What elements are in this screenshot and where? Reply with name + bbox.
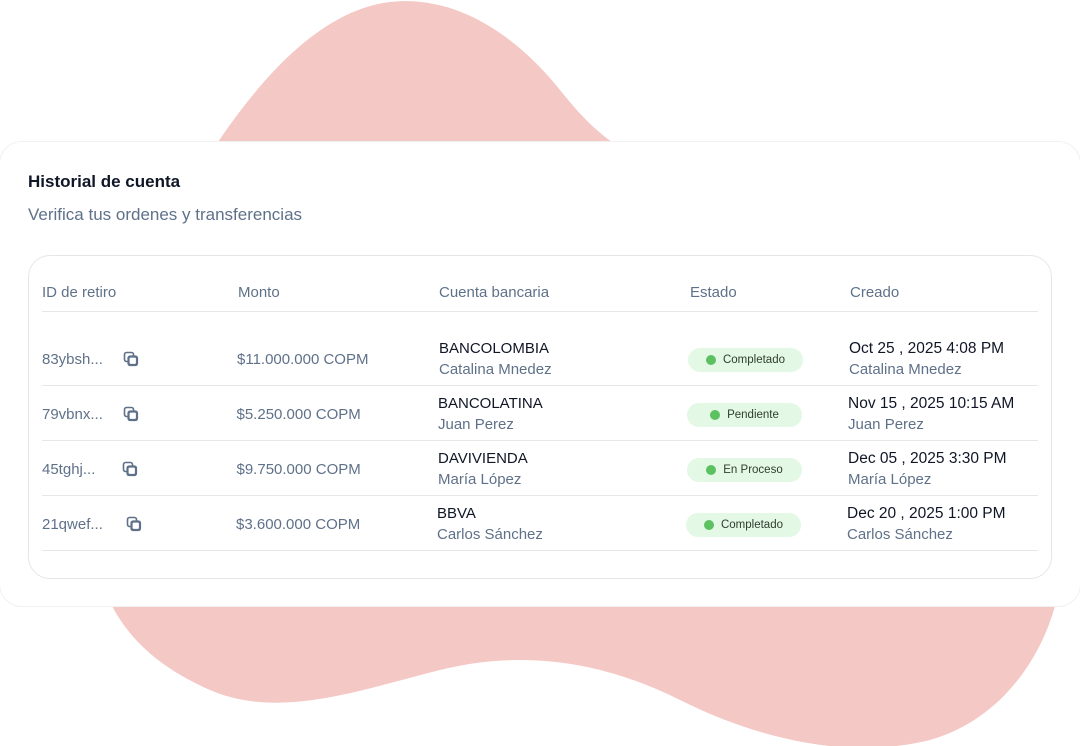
account-owner: Carlos Sánchez <box>437 526 543 543</box>
page-title: Historial de cuenta <box>28 172 181 191</box>
status-dot-icon <box>710 410 721 420</box>
bottom-blob <box>112 606 1055 746</box>
row-divider <box>42 440 1038 441</box>
withdrawal-id: 79vbnx... <box>42 406 103 423</box>
column-header-created: Creado <box>850 284 900 301</box>
account-history-card: Historial de cuenta Verifica tus ordenes… <box>0 142 1080 606</box>
table-row: 83ybsh... $11.000.000 COPM BANCOLOMBIA C… <box>29 331 1051 386</box>
status-badge: Pendiente <box>687 403 802 427</box>
bank-name: BANCOLOMBIA <box>439 340 550 357</box>
copy-icon[interactable] <box>123 351 139 367</box>
table-row: 45tghj... $9.750.000 COPM DAVIVIENDA Mar… <box>29 441 1051 496</box>
status-label: Completado <box>722 354 785 366</box>
status-badge: En Proceso <box>687 458 802 482</box>
status-label: Pendiente <box>727 409 779 421</box>
account-owner: María López <box>438 471 522 488</box>
created-by: Juan Perez <box>848 416 924 433</box>
bank-name: BBVA <box>437 505 476 522</box>
amount: $5.250.000 COPM <box>236 406 361 423</box>
withdrawal-id: 21qwef... <box>42 516 103 533</box>
status-dot-icon <box>705 355 716 365</box>
created-date: Nov 15 , 2025 10:15 AM <box>848 395 1015 412</box>
row-divider <box>42 550 1038 551</box>
row-divider <box>42 495 1038 496</box>
account-owner: Juan Perez <box>438 416 514 433</box>
withdrawals-table: ID de retiro Monto Cuenta bancaria Estad… <box>28 255 1052 579</box>
column-header-status: Estado <box>690 284 737 301</box>
status-dot-icon <box>706 465 717 475</box>
column-header-id: ID de retiro <box>42 284 117 301</box>
created-by: Carlos Sánchez <box>847 526 953 543</box>
header-divider <box>42 311 1038 312</box>
status-label: En Proceso <box>723 464 783 476</box>
page-subtitle: Verifica tus ordenes y transferencias <box>28 205 303 224</box>
withdrawal-id: 45tghj... <box>42 461 96 478</box>
withdrawal-id: 83ybsh... <box>42 351 103 368</box>
copy-icon[interactable] <box>123 406 139 422</box>
amount: $3.600.000 COPM <box>236 516 361 533</box>
row-divider <box>42 385 1038 386</box>
amount: $9.750.000 COPM <box>236 461 361 478</box>
status-badge: Completado <box>686 513 801 537</box>
table-row: 21qwef... $3.600.000 COPM BBVA Carlos Sá… <box>29 496 1051 551</box>
created-date: Dec 05 , 2025 3:30 PM <box>848 450 1007 467</box>
status-dot-icon <box>703 520 714 530</box>
created-by: Catalina Mnedez <box>849 361 962 378</box>
status-label: Completado <box>720 519 783 531</box>
created-date: Oct 25 , 2025 4:08 PM <box>849 340 1005 357</box>
created-by: María López <box>848 471 932 488</box>
table-row: 79vbnx... $5.250.000 COPM BANCOLATINA Ju… <box>29 386 1051 441</box>
created-date: Dec 20 , 2025 1:00 PM <box>847 505 1006 522</box>
bank-name: DAVIVIENDA <box>438 450 528 467</box>
top-blob <box>218 1 612 143</box>
copy-icon[interactable] <box>126 516 142 532</box>
amount: $11.000.000 COPM <box>237 351 369 368</box>
bank-name: BANCOLATINA <box>438 395 543 412</box>
status-badge: Completado <box>688 348 803 372</box>
account-owner: Catalina Mnedez <box>439 361 552 378</box>
column-header-amount: Monto <box>238 284 280 301</box>
column-header-bank-account: Cuenta bancaria <box>439 284 550 301</box>
copy-icon[interactable] <box>122 461 138 477</box>
